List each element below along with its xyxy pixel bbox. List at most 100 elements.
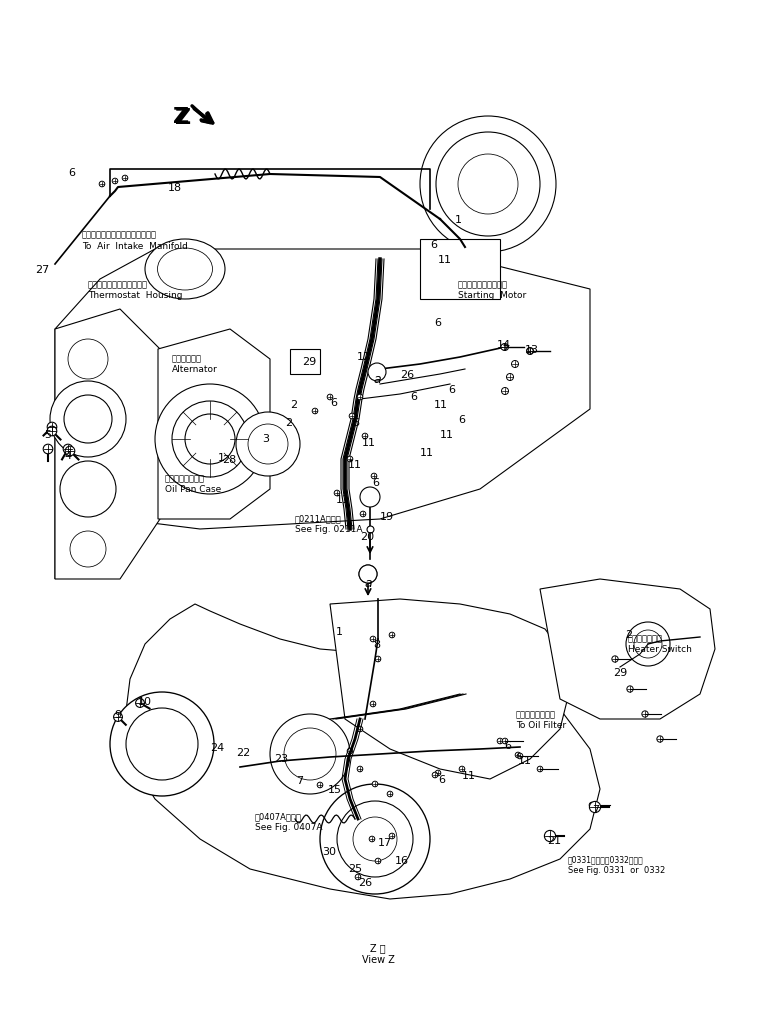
Circle shape: [626, 623, 670, 666]
Text: See Fig. 0407A: See Fig. 0407A: [255, 822, 323, 831]
Text: 11: 11: [420, 448, 434, 458]
Circle shape: [360, 487, 380, 508]
Text: 11: 11: [518, 755, 532, 765]
Circle shape: [50, 381, 126, 458]
Circle shape: [371, 637, 376, 642]
Circle shape: [361, 512, 366, 518]
Text: 29: 29: [613, 667, 627, 677]
Circle shape: [357, 766, 363, 772]
Circle shape: [458, 155, 518, 214]
Text: 11: 11: [336, 494, 350, 504]
Circle shape: [349, 413, 355, 420]
Circle shape: [126, 709, 198, 780]
Text: 6: 6: [330, 397, 337, 407]
Circle shape: [389, 633, 394, 638]
Circle shape: [537, 766, 543, 772]
Circle shape: [369, 836, 374, 842]
Text: 7: 7: [592, 804, 599, 814]
Text: Starting  Motor: Starting Motor: [458, 291, 527, 299]
Polygon shape: [125, 605, 600, 899]
Text: Z: Z: [175, 108, 191, 127]
Text: エアーインテークマニホールドへ: エアーインテークマニホールドへ: [82, 229, 157, 239]
Text: 29: 29: [302, 357, 317, 367]
Bar: [290, 350, 320, 375]
Text: 18: 18: [168, 183, 182, 193]
Text: 4: 4: [64, 451, 72, 461]
Polygon shape: [330, 600, 570, 779]
Circle shape: [502, 388, 509, 395]
Text: サーモスタットハウジング: サーモスタットハウジング: [88, 280, 148, 289]
Text: See Fig. 0211A: See Fig. 0211A: [295, 525, 363, 534]
Text: 9: 9: [114, 710, 121, 719]
Text: Z 正: Z 正: [371, 942, 386, 952]
Text: a: a: [364, 576, 372, 589]
Text: 20: 20: [360, 532, 374, 542]
Text: Oil Pan Case: Oil Pan Case: [165, 484, 222, 493]
Circle shape: [122, 176, 128, 182]
Text: 26: 26: [358, 878, 372, 887]
Circle shape: [155, 384, 265, 494]
Circle shape: [371, 702, 376, 707]
Circle shape: [284, 728, 336, 780]
Text: 2: 2: [285, 418, 292, 428]
Text: 12: 12: [357, 352, 371, 362]
Text: 11: 11: [434, 399, 448, 409]
Text: 21: 21: [547, 835, 561, 845]
Circle shape: [185, 415, 235, 464]
Text: 26: 26: [400, 370, 414, 379]
Circle shape: [64, 395, 112, 444]
Circle shape: [589, 802, 601, 813]
Circle shape: [43, 445, 52, 454]
Circle shape: [353, 817, 397, 861]
Circle shape: [501, 345, 507, 351]
Circle shape: [515, 752, 521, 758]
Circle shape: [312, 408, 318, 415]
Circle shape: [65, 447, 75, 456]
Text: 6: 6: [372, 477, 379, 487]
Circle shape: [435, 770, 441, 776]
Circle shape: [68, 340, 108, 379]
Text: 2: 2: [625, 630, 632, 639]
Circle shape: [642, 711, 648, 718]
Text: 11: 11: [348, 460, 362, 469]
Text: 15: 15: [328, 785, 342, 795]
Circle shape: [527, 349, 533, 355]
Text: 2: 2: [290, 399, 297, 409]
Circle shape: [657, 736, 663, 742]
Text: オルタネータ: オルタネータ: [172, 354, 202, 363]
Circle shape: [236, 412, 300, 476]
Circle shape: [389, 833, 394, 839]
Text: To Oil Filter: To Oil Filter: [516, 720, 566, 729]
Circle shape: [503, 738, 508, 744]
Circle shape: [112, 179, 118, 185]
Circle shape: [60, 462, 116, 518]
Circle shape: [347, 457, 353, 462]
Circle shape: [355, 875, 361, 880]
Circle shape: [506, 374, 513, 381]
Circle shape: [47, 423, 57, 433]
Text: 6: 6: [504, 740, 511, 750]
Circle shape: [136, 699, 144, 708]
Text: 1: 1: [455, 214, 462, 224]
Text: a: a: [373, 373, 381, 385]
Circle shape: [70, 532, 106, 567]
Text: 13: 13: [525, 345, 539, 355]
Ellipse shape: [145, 240, 225, 299]
Circle shape: [362, 434, 367, 440]
Text: 11: 11: [462, 770, 476, 780]
Circle shape: [589, 803, 594, 808]
Circle shape: [320, 785, 430, 894]
Circle shape: [47, 427, 57, 437]
Text: 5: 5: [45, 430, 52, 440]
Circle shape: [502, 344, 509, 351]
Text: 6: 6: [458, 415, 465, 425]
Text: 11: 11: [438, 255, 452, 265]
Circle shape: [375, 656, 381, 662]
Text: 17: 17: [378, 837, 392, 847]
Bar: [420, 240, 500, 299]
Text: 22: 22: [236, 747, 250, 757]
Ellipse shape: [157, 249, 212, 291]
Text: 6: 6: [69, 168, 76, 178]
Polygon shape: [55, 250, 590, 579]
Circle shape: [357, 395, 363, 400]
